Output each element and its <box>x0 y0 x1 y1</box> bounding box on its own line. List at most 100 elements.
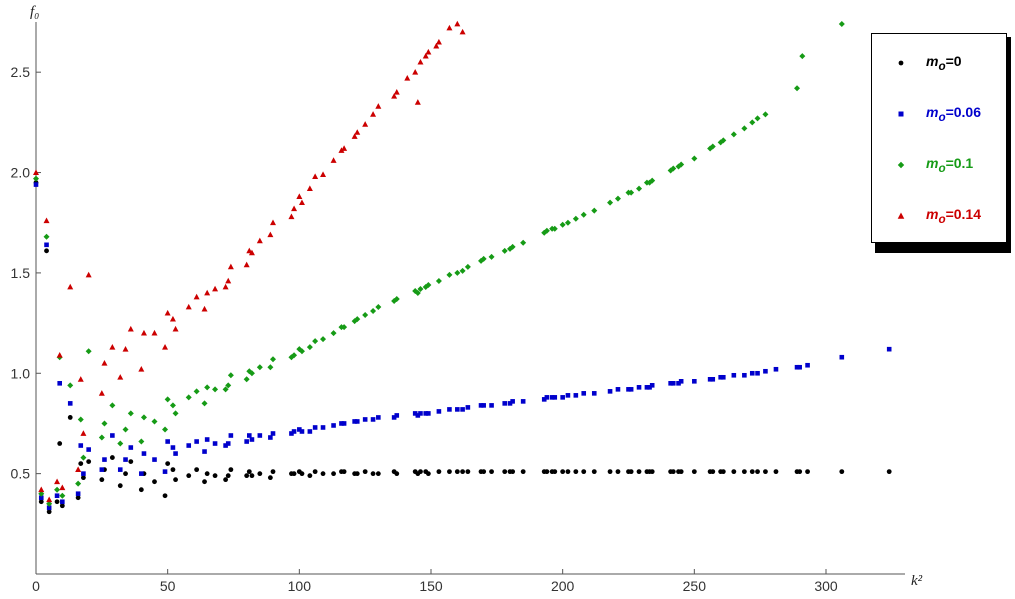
legend-label-m006: mo=0.06 <box>926 104 981 124</box>
data-point <box>128 459 134 464</box>
data-point <box>54 478 61 485</box>
data-point <box>139 471 144 476</box>
data-point <box>244 473 250 479</box>
data-point <box>720 137 727 144</box>
data-point <box>414 289 421 296</box>
data-point <box>228 467 234 473</box>
data-point <box>338 147 345 153</box>
data-point <box>67 283 74 290</box>
data-point <box>447 407 452 412</box>
legend-item-m01: mo=0.1 <box>890 155 973 175</box>
data-point <box>560 469 566 475</box>
data-point <box>543 227 550 234</box>
data-point <box>422 52 429 59</box>
data-point <box>170 467 176 473</box>
data-point <box>38 486 45 493</box>
data-point <box>393 296 400 303</box>
data-point <box>270 219 276 226</box>
data-point <box>193 293 200 300</box>
data-point <box>460 407 465 412</box>
data-point <box>773 469 779 475</box>
ticks: 0 50 100 150 200 250 300 0.5 1.0 1.5 2.0 2.5 <box>11 64 838 594</box>
data-point <box>225 382 232 389</box>
data-point <box>330 157 337 163</box>
data-point <box>670 381 676 386</box>
data-points <box>33 20 892 515</box>
data-point <box>247 433 252 438</box>
data-point <box>307 429 313 434</box>
data-point <box>580 211 587 218</box>
data-point <box>607 469 613 475</box>
data-point <box>394 413 400 418</box>
data-point <box>288 213 295 220</box>
data-point <box>425 48 432 55</box>
data-point <box>312 173 319 179</box>
data-point <box>212 285 219 292</box>
data-point <box>649 177 656 184</box>
data-point <box>710 376 716 382</box>
data-point <box>267 475 273 481</box>
data-point <box>140 329 147 336</box>
data-point <box>572 215 579 222</box>
data-point <box>573 469 579 475</box>
data-point <box>741 469 747 475</box>
data-point <box>581 391 587 396</box>
data-point <box>75 495 81 501</box>
data-point <box>222 386 229 393</box>
data-point <box>607 389 613 394</box>
data-point <box>354 471 360 477</box>
data-point <box>194 467 200 473</box>
data-point <box>628 469 634 475</box>
data-point <box>370 308 377 315</box>
data-point <box>117 467 123 472</box>
data-point <box>320 171 327 177</box>
data-point <box>291 205 298 212</box>
data-point <box>707 376 713 382</box>
data-point <box>763 469 768 475</box>
data-point <box>481 469 487 475</box>
data-point <box>649 383 655 388</box>
legend-m-letter: m <box>926 104 939 121</box>
data-point <box>138 487 144 493</box>
legend-value: =0.1 <box>945 155 974 172</box>
x-tick-label: 0 <box>32 578 40 594</box>
data-point <box>268 435 273 440</box>
data-point <box>67 415 73 420</box>
data-point <box>670 165 677 172</box>
data-point <box>59 503 65 509</box>
data-point <box>718 374 723 380</box>
data-point <box>426 411 431 416</box>
data-point <box>85 271 92 278</box>
data-point <box>886 346 892 352</box>
data-point <box>127 410 134 417</box>
data-point <box>541 397 547 402</box>
data-point <box>228 433 234 438</box>
data-point <box>225 473 231 479</box>
data-point <box>805 362 810 368</box>
series-circle <box>33 180 892 515</box>
data-point <box>75 491 81 497</box>
data-point <box>478 403 484 408</box>
data-point <box>109 455 115 460</box>
data-point <box>647 385 652 390</box>
legend-m-sub: o <box>938 161 946 175</box>
data-point <box>225 441 231 446</box>
data-point <box>565 469 571 475</box>
data-point <box>110 433 115 438</box>
data-point <box>152 457 157 462</box>
data-point <box>249 437 255 442</box>
series-square <box>33 182 892 511</box>
data-point <box>839 469 845 475</box>
legend-item-m014: mo=0.14 <box>890 206 981 226</box>
data-point <box>320 336 327 343</box>
data-point <box>98 390 105 396</box>
data-point <box>246 469 252 475</box>
data-point <box>459 28 466 35</box>
data-point <box>291 429 297 434</box>
data-point <box>170 445 176 450</box>
x-tick-label: 150 <box>419 578 443 594</box>
data-point <box>138 366 145 372</box>
data-point <box>67 382 74 389</box>
data-point <box>331 423 336 428</box>
data-point <box>436 409 442 414</box>
